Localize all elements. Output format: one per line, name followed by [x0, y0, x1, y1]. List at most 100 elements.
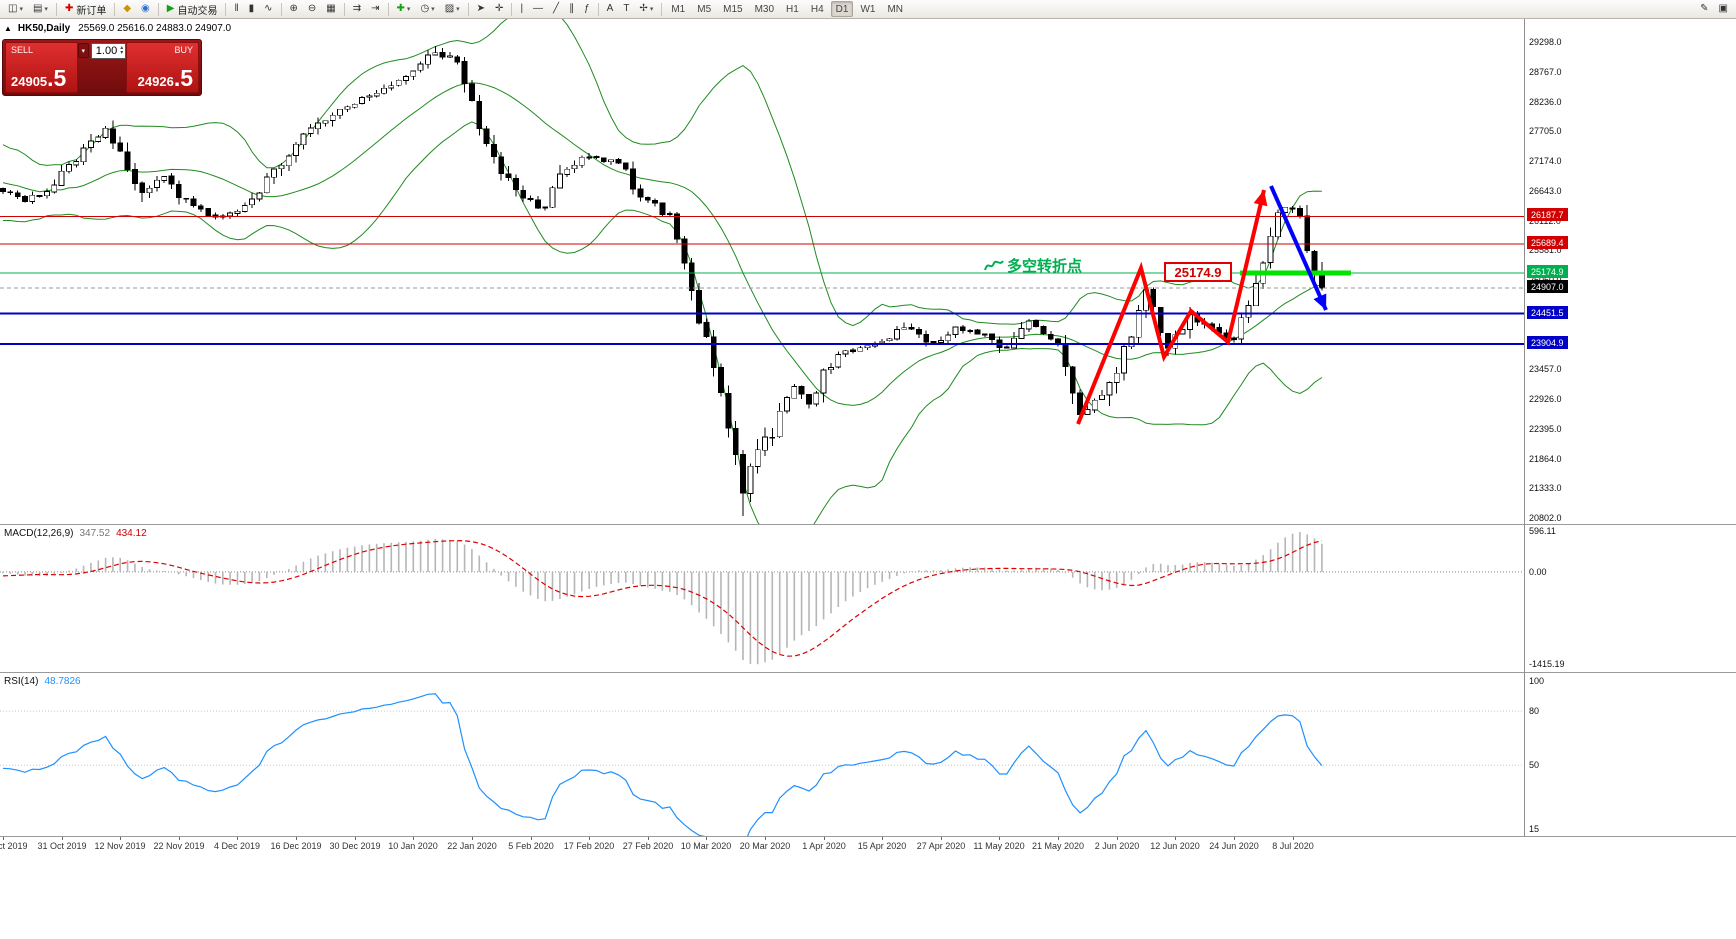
- horizontal-line-icon[interactable]: ―: [529, 1, 547, 17]
- panel-separator[interactable]: [0, 836, 1736, 837]
- time-axis[interactable]: 21 Oct 2019 31 Oct 2019 12 Nov 2019 22 Nov …: [0, 837, 1736, 855]
- panel-separator[interactable]: [0, 672, 1736, 673]
- one-click-collapse-icon[interactable]: ▲: [4, 24, 12, 33]
- date-label: 1 Apr 2020: [802, 841, 846, 851]
- templates-glyph-icon: ▨: [444, 3, 455, 14]
- periods-dropdown-icon[interactable]: ▾: [431, 6, 435, 13]
- spinner-up-icon[interactable]: ▴: [120, 45, 124, 51]
- horizontal-line-glyph-icon: ―: [533, 3, 544, 14]
- price-axis-label: 21864.0: [1529, 454, 1562, 464]
- down-arrow-annotation[interactable]: [1269, 185, 1328, 311]
- sell-price: 24905: [11, 74, 48, 89]
- buy-button[interactable]: BUY 24926.5: [126, 42, 199, 93]
- toolbar-separator: [225, 2, 227, 16]
- pivot-annotation[interactable]: 多空转折点: [983, 255, 1082, 276]
- equidistant-channel-icon[interactable]: ∥: [565, 1, 578, 17]
- volume-input[interactable]: 1.00 ▴ ▾: [90, 43, 127, 59]
- tile-windows-glyph-icon: ▦: [326, 3, 336, 14]
- date-tick: [648, 837, 649, 840]
- new-order-button[interactable]: ✚ 新订单: [61, 1, 110, 17]
- new-chart-dropdown-icon[interactable]: ▾: [19, 6, 23, 13]
- autotrading-button[interactable]: ▶ 自动交易: [163, 1, 222, 17]
- resistance-1-price-tag: 26187.7: [1527, 208, 1568, 221]
- price-axis[interactable]: 29298.0 28767.0 28236.0 27705.0 27174.0 26643…: [1525, 0, 1736, 939]
- text-icon[interactable]: A: [603, 1, 618, 17]
- data-window-icon[interactable]: ◉: [137, 1, 154, 17]
- profiles-icon[interactable]: ▤ ▾: [29, 1, 52, 17]
- templates-dropdown-icon[interactable]: ▾: [456, 6, 460, 13]
- crosshair-icon[interactable]: ✛: [491, 1, 507, 17]
- timeframe-m30[interactable]: M30: [754, 3, 775, 15]
- volume-spinner[interactable]: ▴ ▾: [120, 45, 124, 56]
- templates-icon[interactable]: ▨ ▾: [441, 1, 464, 17]
- timeframe-m15[interactable]: M15: [723, 3, 743, 15]
- macd-panel[interactable]: [0, 525, 1524, 672]
- timeframe-m5[interactable]: M5: [697, 3, 712, 15]
- timeframe-m1[interactable]: M1: [671, 3, 686, 15]
- panel-separator[interactable]: [0, 524, 1736, 525]
- timeframe-h4[interactable]: H4: [810, 3, 824, 15]
- new-chart-icon[interactable]: ◫ ▾: [4, 1, 27, 17]
- date-tick: [472, 837, 473, 840]
- arrows-glyph-icon: ✢: [639, 3, 648, 14]
- candles-layer: [0, 45, 1325, 516]
- text-label-icon[interactable]: T: [619, 1, 633, 17]
- price-axis-label: 26112.0: [1529, 216, 1561, 226]
- buy-price-display: 24926.5: [138, 67, 193, 90]
- date-label: 21 May 2020: [1031, 841, 1085, 851]
- indicators-dropdown-icon[interactable]: ▾: [406, 6, 411, 13]
- zoom-in-icon[interactable]: ⊕: [286, 1, 302, 17]
- timeframe-w1[interactable]: W1: [860, 3, 876, 15]
- date-label: 30 Dec 2019: [329, 841, 381, 851]
- date-tick: [179, 837, 180, 840]
- support-bar[interactable]: [1240, 270, 1351, 276]
- zigzag-annotation[interactable]: [1076, 189, 1266, 425]
- timeframe-mn[interactable]: MN: [887, 3, 903, 15]
- draw-icon[interactable]: ✎: [1696, 1, 1712, 17]
- macd-label: MACD(12,26,9) 347.52 434.12: [4, 528, 147, 539]
- bar-chart-mode-icon[interactable]: ‖: [230, 1, 242, 17]
- date-tick: [941, 837, 942, 840]
- price-axis-label: 25581.0: [1529, 245, 1562, 255]
- data-window-glyph-icon: ◉: [141, 3, 150, 14]
- trendline-icon[interactable]: ╱: [549, 1, 563, 17]
- zoom-out-icon[interactable]: ⊖: [304, 1, 320, 17]
- bar-chart-mode-glyph-icon: ‖: [234, 3, 239, 14]
- timeframe-d1[interactable]: D1: [830, 1, 854, 17]
- arrows-icon[interactable]: ✢ ▾: [635, 1, 657, 17]
- profiles-dropdown-icon[interactable]: ▾: [44, 6, 48, 13]
- date-tick: [296, 837, 297, 840]
- bollinger-upper-band: [2, 19, 1322, 327]
- profiles-glyph-icon: ▤: [32, 3, 43, 14]
- main-chart[interactable]: [0, 19, 1524, 524]
- cursor-icon[interactable]: ➤: [473, 1, 489, 17]
- timeframe-h1[interactable]: H1: [786, 3, 799, 15]
- spinner-down-icon[interactable]: ▾: [120, 50, 124, 56]
- arrows-dropdown-icon[interactable]: ▾: [649, 6, 654, 13]
- window-list-icon[interactable]: ▣: [1715, 1, 1732, 17]
- price-callout[interactable]: 25174.9: [1164, 262, 1232, 282]
- date-label: 22 Jan 2020: [447, 841, 497, 851]
- line-chart-mode-icon[interactable]: ∿: [260, 1, 276, 17]
- date-tick: [765, 837, 766, 840]
- indicators-icon[interactable]: ✚ ▾: [393, 1, 415, 17]
- date-label: 27 Feb 2020: [622, 841, 674, 851]
- price-axis-label: 21333.0: [1529, 483, 1562, 493]
- fibonacci-icon[interactable]: ƒ: [580, 1, 594, 17]
- market-watch-icon[interactable]: ◆: [119, 1, 135, 17]
- date-label: 4 Dec 2019: [213, 841, 261, 851]
- date-tick: [589, 837, 590, 840]
- vertical-line-icon[interactable]: |: [516, 1, 527, 17]
- chart-shift-icon[interactable]: ⇥: [367, 1, 383, 17]
- date-label: 20 Mar 2020: [739, 841, 791, 851]
- one-click-settings-icon[interactable]: ▾: [77, 43, 89, 58]
- price-axis-label: 27174.0: [1529, 156, 1562, 166]
- auto-scroll-icon[interactable]: ⇉: [349, 1, 365, 17]
- rsi-panel[interactable]: [0, 673, 1524, 836]
- price-axis-label: 20802.0: [1529, 513, 1562, 523]
- sell-button[interactable]: SELL 24905.5: [5, 42, 78, 93]
- candlestick-mode-icon[interactable]: ▮: [245, 1, 259, 17]
- date-label: 27 Apr 2020: [916, 841, 966, 851]
- tile-windows-icon[interactable]: ▦: [322, 1, 339, 17]
- periods-icon[interactable]: ◷ ▾: [416, 1, 438, 17]
